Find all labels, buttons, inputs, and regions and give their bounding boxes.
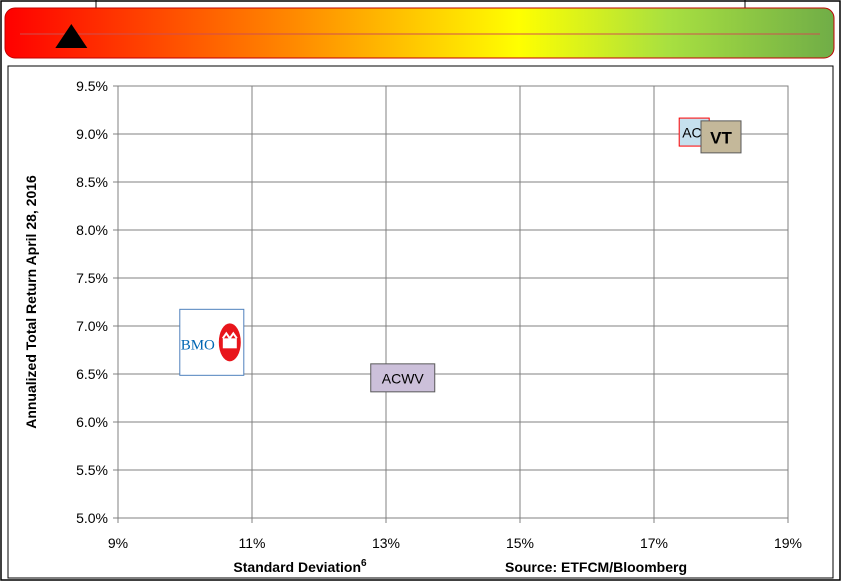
bmo-logo-point: BMO bbox=[179, 308, 245, 376]
y-tick-label: 6.5% bbox=[76, 366, 108, 382]
y-tick-labels: 9.5% 9.0% 8.5% 8.0% 7.5% 7.0% 6.5% 6.0% 5.5% 5.0% bbox=[76, 78, 108, 526]
point-label-acwv: ACWV bbox=[382, 371, 425, 387]
point-acwv: ACWV bbox=[370, 363, 436, 393]
y-tick-label: 5.0% bbox=[76, 510, 108, 526]
x-tick-label: 15% bbox=[506, 535, 534, 551]
point-label-vt: VT bbox=[710, 129, 732, 148]
x-tick-label: 11% bbox=[239, 535, 266, 551]
triangle-up-icon bbox=[55, 24, 88, 48]
x-tick-label: 17% bbox=[640, 535, 668, 551]
x-tick-label: 9% bbox=[108, 535, 128, 551]
risk-gradient-banner bbox=[4, 7, 835, 59]
x-tick-labels: 9% 11% 13% 15% 17% 19% bbox=[108, 535, 802, 551]
data-points: BMO ACWV AC VT bbox=[179, 117, 742, 393]
source-note: Source: ETFCM/Bloomberg bbox=[505, 559, 687, 575]
y-tick-label: 7.0% bbox=[76, 318, 108, 334]
y-tick-label: 5.5% bbox=[76, 462, 108, 478]
x-axis-label-superscript: 6 bbox=[361, 558, 367, 569]
x-axis-label: Standard Deviation6 bbox=[233, 558, 367, 575]
bmo-m-bar-icon bbox=[222, 338, 237, 349]
point-vt: VT bbox=[700, 120, 742, 154]
chart-area bbox=[7, 65, 834, 579]
point-box-acwv bbox=[370, 363, 436, 393]
point-label-ac: AC bbox=[682, 125, 701, 141]
gridlines bbox=[113, 85, 789, 523]
y-tick-label: 9.0% bbox=[76, 126, 108, 142]
y-axis-label: Annualized Total Return April 28, 2016 bbox=[23, 175, 39, 429]
y-tick-label: 9.5% bbox=[76, 78, 108, 94]
y-tick-label: 8.5% bbox=[76, 174, 108, 190]
bmo-m-peaks-icon bbox=[221, 331, 238, 341]
y-tick-label: 7.5% bbox=[76, 270, 108, 286]
bmo-logo-text: BMO bbox=[181, 337, 215, 353]
point-box-vt bbox=[700, 120, 742, 154]
x-tick-label: 13% bbox=[372, 535, 400, 551]
y-tick-label: 8.0% bbox=[76, 222, 108, 238]
x-axis-label-text: Standard Deviation bbox=[233, 559, 361, 575]
x-tick-label: 19% bbox=[774, 535, 802, 551]
y-tick-label: 6.0% bbox=[76, 414, 108, 430]
